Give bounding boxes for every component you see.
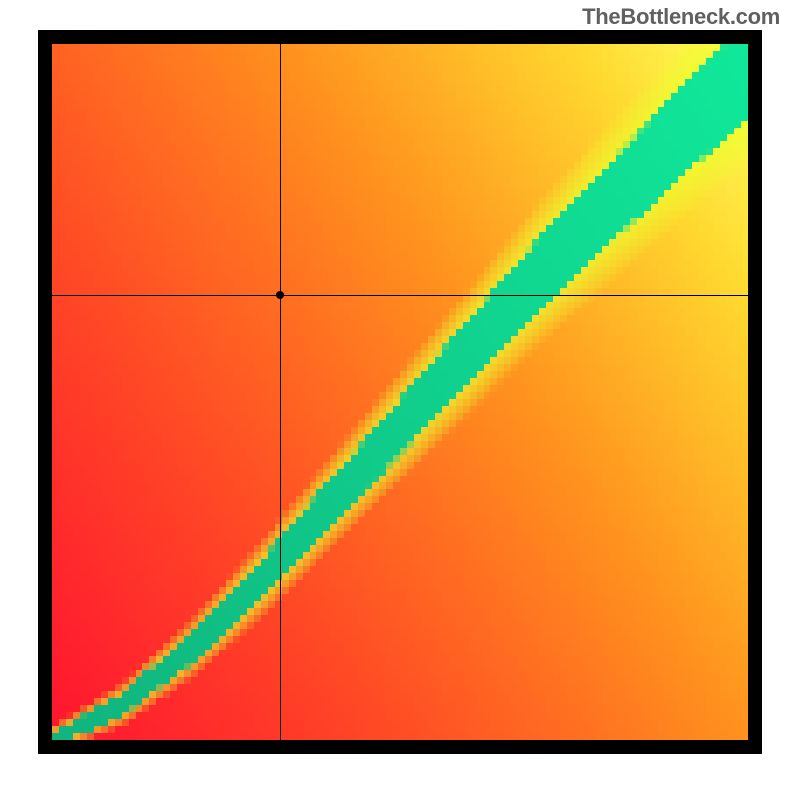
chart-frame (38, 30, 762, 754)
crosshair-vertical-line (280, 44, 281, 740)
chart-container: TheBottleneck.com (0, 0, 800, 800)
bottleneck-heatmap (52, 44, 748, 740)
crosshair-horizontal-line (52, 295, 748, 296)
crosshair-point (276, 291, 284, 299)
watermark-text: TheBottleneck.com (582, 4, 780, 30)
